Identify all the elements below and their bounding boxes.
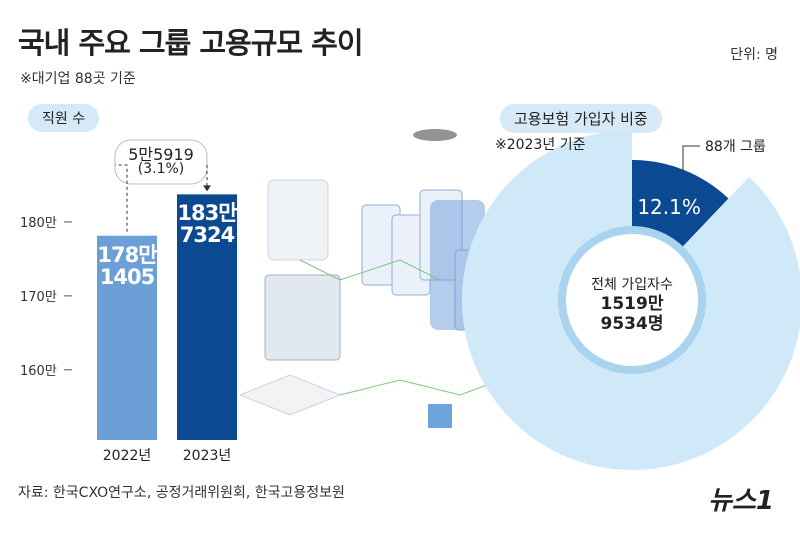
subtitle: ※대기업 88곳 기준: [20, 71, 136, 87]
logo: 뉴스1: [708, 486, 774, 516]
annotation: (3.1%): [137, 161, 185, 177]
category-label: 88개 그룹: [705, 139, 766, 155]
chart-title: 고용보험 가입자 비중: [500, 104, 662, 133]
y-tick-label: 180만: [20, 216, 57, 231]
annotation-box: [114, 139, 208, 185]
screen: [264, 274, 341, 361]
leader-line: [682, 145, 700, 172]
annotation: 5만5919: [128, 145, 194, 164]
value-label: 178만 1405: [97, 242, 157, 289]
axis-label: 직원 수: [28, 104, 100, 132]
y-tick-label: 170만: [20, 290, 57, 305]
chart-subtitle: ※2023년 기준: [495, 137, 586, 153]
unit: 단위: 명: [730, 47, 778, 63]
x-tick-label: 2022년: [103, 448, 152, 464]
source: 자료: 한국CXO연구소, 공정거래위원회, 한국고용정보원: [18, 485, 345, 501]
card: [419, 189, 463, 281]
connector: [299, 259, 441, 281]
bar: [177, 194, 237, 440]
desk: [238, 374, 342, 416]
bar: [97, 235, 157, 440]
x-tick-label: 2023년: [183, 448, 232, 464]
illustration: [238, 129, 501, 428]
donut-hole: [566, 234, 698, 366]
center-value: 1519만 9534명: [600, 294, 664, 334]
title: 국내 주요 그룹 고용규모 추이: [18, 26, 364, 60]
monitor: [267, 179, 329, 261]
value-label: 183만 7324: [177, 201, 237, 248]
value-label: 12.1%: [637, 195, 701, 219]
y-tick-label: 160만: [20, 364, 57, 379]
connector: [339, 379, 501, 396]
drone: [413, 129, 457, 141]
arrow-head: [203, 185, 211, 192]
box: [428, 404, 452, 428]
center-label: 전체 가입자수: [591, 277, 673, 293]
annotation-arrow: [115, 164, 128, 232]
